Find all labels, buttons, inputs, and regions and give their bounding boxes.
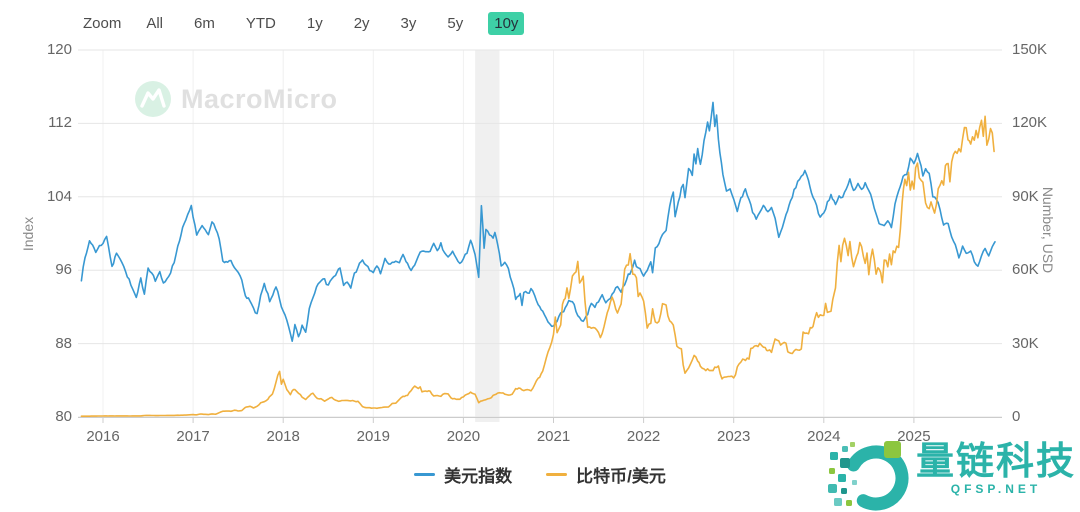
y-axis-tick-left: 120 (46, 41, 72, 58)
range-button-3y[interactable]: 3y (400, 15, 417, 32)
range-toolbar: Zoom All 6m YTD 1y 2y 3y 5y 10y (83, 12, 525, 35)
range-button-10y[interactable]: 10y (488, 12, 525, 35)
legend-dash-icon (414, 473, 436, 476)
qfsp-logo: 量链科技 QFSP.NET (827, 440, 1076, 512)
x-axis-tick-label: 2018 (266, 428, 300, 445)
y-axis-tick-left: 80 (55, 408, 72, 425)
x-axis-tick-label: 2024 (807, 428, 841, 445)
y-axis-tick-left: 112 (48, 114, 72, 132)
y-axis-tick-left: 88 (55, 334, 72, 352)
y-axis-tick-right: 30K (1012, 334, 1039, 352)
y-axis-title-right: Number, USD (1040, 186, 1056, 274)
x-axis-tick-label: 2022 (626, 428, 661, 445)
qfsp-brand-name: 量链科技 (915, 441, 1076, 483)
x-axis-tick-label: 2025 (897, 428, 931, 445)
legend-label: 美元指数 (444, 467, 513, 486)
x-axis-tick-label: 2023 (717, 428, 751, 445)
y-axis-tick-right: 90K (1012, 187, 1039, 205)
range-button-1y[interactable]: 1y (306, 15, 323, 32)
range-button-all[interactable]: All (146, 15, 164, 32)
qfsp-logo-mark (827, 441, 909, 511)
x-axis-tick-label: 2019 (356, 428, 390, 445)
series-line-1[interactable] (80, 115, 995, 417)
y-axis-tick-right: 120K (1012, 114, 1048, 132)
range-button-6m[interactable]: 6m (194, 15, 215, 32)
legend-label: 比特币/美元 (576, 467, 666, 486)
y-axis-tick-left: 96 (55, 261, 72, 279)
qfsp-brand-domain: QFSP.NET (950, 482, 1042, 496)
x-axis-tick-label: 2020 (446, 428, 481, 445)
range-button-ytd[interactable]: YTD (245, 15, 276, 32)
y-axis-tick-left: 104 (46, 187, 72, 205)
y-axis-tick-right: 60K (1012, 261, 1039, 279)
legend-dash-icon (546, 473, 568, 476)
legend-item-1[interactable]: 比特币/美元 (546, 462, 666, 487)
range-button-5y[interactable]: 5y (447, 15, 464, 32)
legend: 美元指数 比特币/美元 (0, 462, 1080, 487)
y-axis-tick-right: 0 (1012, 408, 1021, 425)
zoom-label: Zoom (83, 15, 122, 32)
y-axis-tick-right: 150K (1012, 41, 1048, 58)
range-button-2y[interactable]: 2y (353, 15, 370, 32)
series-line-0[interactable] (80, 101, 996, 342)
x-axis-tick-label: 2016 (86, 428, 120, 445)
legend-item-0[interactable]: 美元指数 (414, 462, 512, 487)
x-axis-tick-label: 2017 (176, 428, 210, 445)
x-axis-tick-label: 2021 (536, 428, 571, 445)
